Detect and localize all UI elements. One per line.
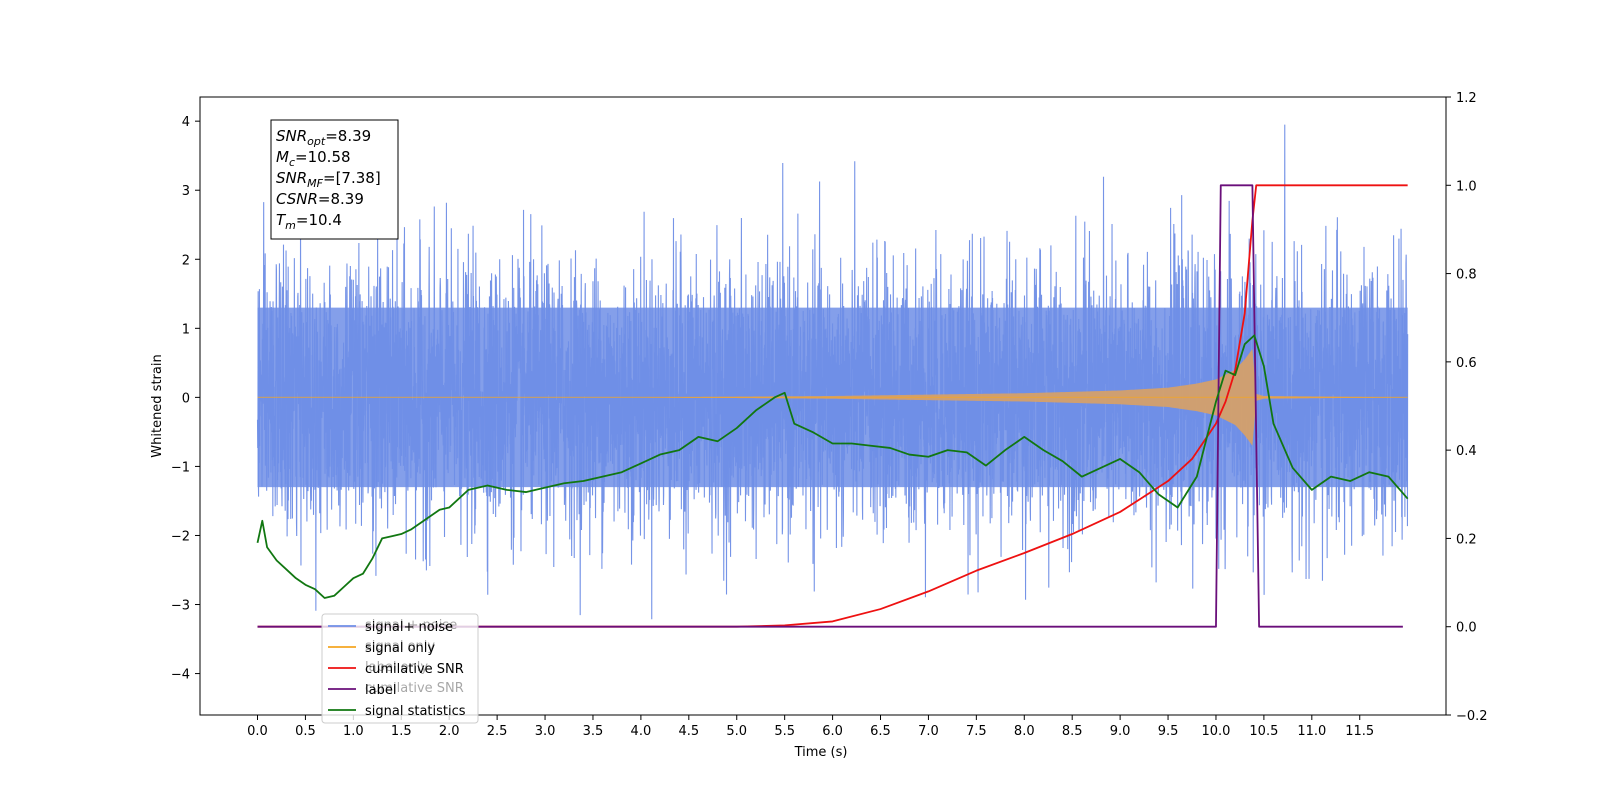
y-left-tick-label: −4 xyxy=(171,668,190,683)
signal-statistics-line xyxy=(256,334,1409,599)
legend-label: cumilative SNR xyxy=(365,662,464,677)
legend-label: signal+ noise xyxy=(365,620,453,635)
x-tick-label: 6.5 xyxy=(870,724,891,739)
info-line-value: =10.4 xyxy=(296,211,342,229)
y-right-tick-label: 0.0 xyxy=(1456,621,1477,636)
info-line-sub: m xyxy=(285,219,296,232)
x-tick-label: 10.5 xyxy=(1249,724,1278,739)
legend-ghost-label: signal only xyxy=(365,639,435,654)
x-tick-label: 1.0 xyxy=(343,724,364,739)
y-left-tick-label: −1 xyxy=(171,460,190,475)
y-left-tick-label: −3 xyxy=(171,599,190,614)
x-tick-label: 11.5 xyxy=(1345,724,1374,739)
x-tick-label: 4.0 xyxy=(631,724,652,739)
y-right-tick-label: 1.0 xyxy=(1456,179,1477,194)
y-left-tick-label: 3 xyxy=(182,184,190,199)
info-line: Tm=10.4 xyxy=(276,211,342,232)
info-line: SNRMF=[7.38] xyxy=(276,169,381,190)
label-line xyxy=(257,184,1403,628)
legend-frame xyxy=(321,613,479,724)
x-axis-label: Time (s) xyxy=(794,745,848,760)
info-line-sub: MF xyxy=(307,177,323,190)
info-line: CSNR=8.39 xyxy=(276,190,364,208)
info-line-name: M xyxy=(276,148,289,166)
legend-ghost-label: cumilative SNR xyxy=(365,681,464,696)
info-line-sub: opt xyxy=(307,135,326,148)
y-right-tick-label: 0.4 xyxy=(1456,444,1477,459)
x-tick-label: 5.0 xyxy=(726,724,747,739)
info-line-name: SNR xyxy=(276,169,307,187)
x-tick-label: 11.0 xyxy=(1297,724,1326,739)
y-left-tick-label: 1 xyxy=(182,322,190,337)
legend-label: signal only xyxy=(365,641,435,656)
y-left-tick-label: 0 xyxy=(182,391,190,406)
y-axis-left-label: Whitened strain xyxy=(150,354,165,457)
y-right-tick-label: 1.2 xyxy=(1456,91,1477,106)
x-tick-label: 8.5 xyxy=(1062,724,1083,739)
x-tick-label: 6.0 xyxy=(822,724,843,739)
signal-only-series xyxy=(257,349,1408,446)
x-tick-label: 2.0 xyxy=(439,724,460,739)
y-right-tick-label: 0.8 xyxy=(1456,268,1477,283)
y-left-tick-label: 2 xyxy=(182,253,190,268)
info-line: Mc=10.58 xyxy=(276,148,351,169)
y-right-tick-label: 0.2 xyxy=(1456,532,1477,547)
y-left-tick-label: −2 xyxy=(171,529,190,544)
x-tick-label: 2.5 xyxy=(487,724,508,739)
legend-ghost-label: signal + noise xyxy=(365,618,457,633)
legend-label: signal statistics xyxy=(365,704,466,719)
info-line-name: T xyxy=(276,211,287,229)
info-line-name: SNR xyxy=(276,127,307,145)
plot-frame xyxy=(199,96,1447,716)
info-box: SNRopt=8.39Mc=10.58SNRMF=[7.38]CSNR=8.39… xyxy=(270,119,399,240)
y-right-tick-label: 0.6 xyxy=(1456,356,1477,371)
x-tick-label: 10.0 xyxy=(1201,724,1230,739)
x-tick-label: 0.5 xyxy=(295,724,316,739)
info-line-value: =[7.38] xyxy=(323,169,381,187)
legend-ghost-label: label only xyxy=(365,660,428,675)
info-line-value: =8.39 xyxy=(325,127,371,145)
y-right-tick-label: −0.2 xyxy=(1456,709,1488,724)
legend-label: label xyxy=(365,683,396,698)
x-tick-label: 9.0 xyxy=(1110,724,1131,739)
x-tick-label: 5.5 xyxy=(774,724,795,739)
x-tick-label: 3.5 xyxy=(583,724,604,739)
x-tick-label: 7.5 xyxy=(966,724,987,739)
x-tick-label: 7.0 xyxy=(918,724,939,739)
x-tick-label: 3.0 xyxy=(535,724,556,739)
x-tick-label: 4.5 xyxy=(678,724,699,739)
info-line-name: CSNR xyxy=(276,190,318,208)
info-line: SNRopt=8.39 xyxy=(276,127,371,148)
info-line-sub: c xyxy=(289,156,295,169)
info-box-frame xyxy=(270,119,399,240)
y-axis-left: −4 −3 −2 −1 0 1 2 3 4 xyxy=(171,115,200,683)
y-left-tick-label: 4 xyxy=(182,115,190,130)
x-tick-label: 0.0 xyxy=(247,724,268,739)
cumilative-snr-line xyxy=(257,184,1408,628)
x-tick-label: 8.0 xyxy=(1014,724,1035,739)
y-axis-right: −0.2 0.0 0.2 0.4 0.6 0.8 1.0 1.2 xyxy=(1446,91,1488,724)
right-axis-series xyxy=(256,184,1409,628)
info-line-value: =10.58 xyxy=(295,148,351,166)
x-axis: 0.0 0.5 1.0 1.5 2.0 2.5 3.0 3.5 4.0 4.5 5.0 5.5 6.0 6… xyxy=(247,715,1374,739)
x-tick-label: 1.5 xyxy=(391,724,412,739)
x-tick-label: 9.5 xyxy=(1158,724,1179,739)
info-line-value: =8.39 xyxy=(318,190,364,208)
